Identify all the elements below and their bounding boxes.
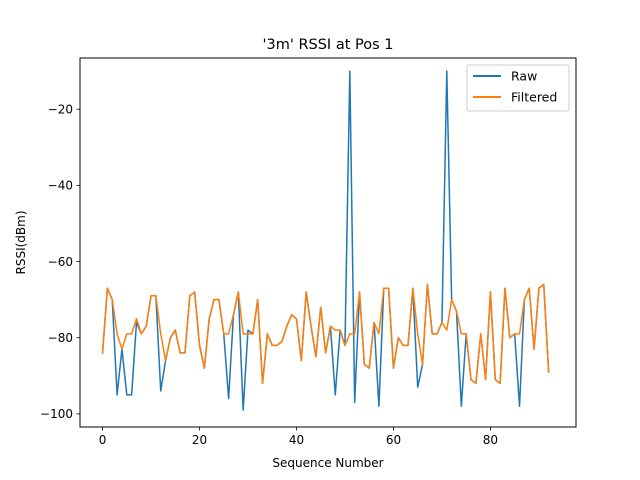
x-tick-label: 60: [386, 433, 401, 447]
y-axis-title: RSSI(dBm): [14, 210, 28, 274]
legend-label-raw: Raw: [511, 69, 537, 84]
series-line-filtered: [101, 283, 550, 385]
y-tick-label: −20: [48, 103, 73, 117]
y-tick-label: −40: [48, 179, 73, 193]
x-axis-title: Sequence Number: [272, 456, 383, 470]
legend: Raw Filtered: [466, 64, 570, 112]
y-axis-ticks: −100 −80 −60 −40 −20: [40, 103, 80, 421]
series-layer: [101, 70, 550, 411]
y-tick-label: −100: [40, 407, 73, 421]
legend-label-filtered: Filtered: [511, 90, 557, 105]
x-axis-ticks: 0 20 40 60 80: [99, 427, 498, 447]
x-tick-label: 40: [289, 433, 304, 447]
chart-title: '3m' RSSI at Pos 1: [263, 37, 394, 53]
plot-area: [79, 57, 577, 428]
x-tick-label: 80: [483, 433, 498, 447]
plot-background: [80, 58, 576, 427]
x-tick-label: 0: [99, 433, 107, 447]
y-tick-label: −80: [48, 331, 73, 345]
y-tick-label: −60: [48, 255, 73, 269]
x-tick-label: 20: [192, 433, 207, 447]
axes-frame: [79, 57, 577, 428]
